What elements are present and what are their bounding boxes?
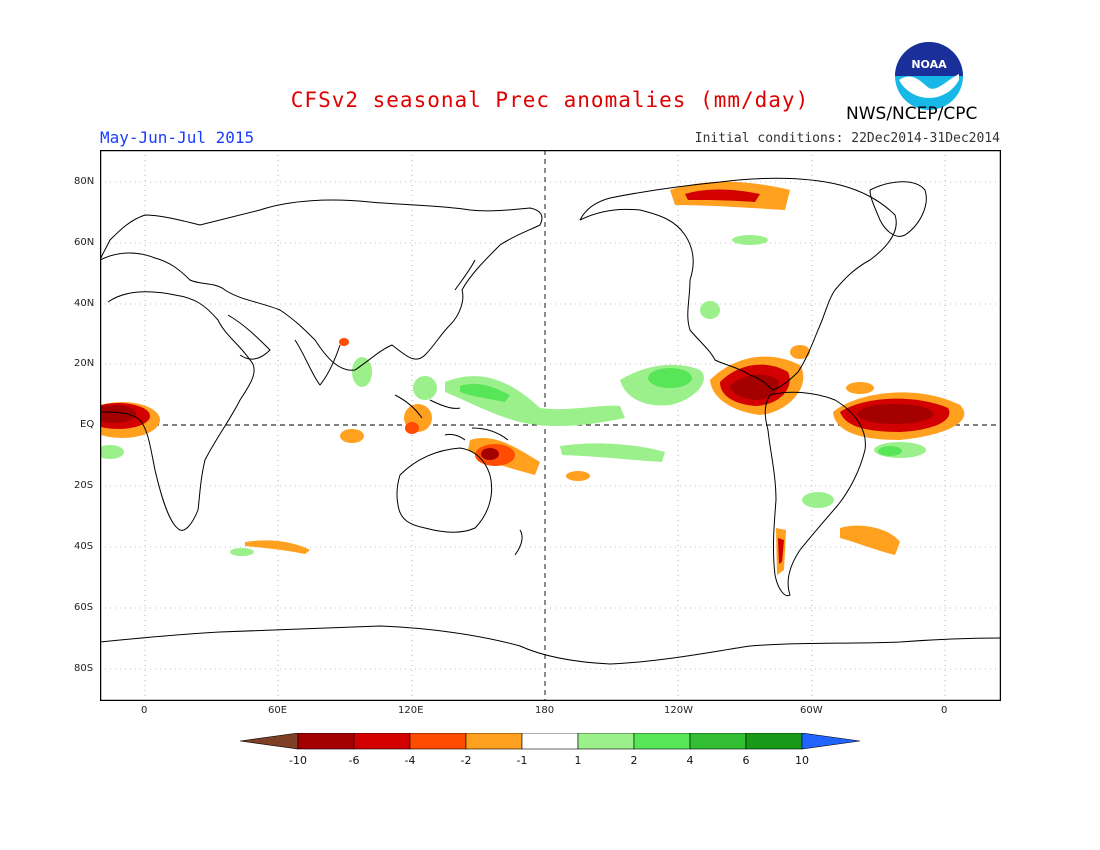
colorbar-swatch [577,733,635,750]
anomaly-shading [100,181,965,575]
colorbar-swatch [297,733,355,750]
chart-title: CFSv2 seasonal Prec anomalies (mm/day) [290,88,810,112]
colorbar-label: 1 [575,754,582,767]
lat-label: 80S [74,663,94,674]
organization-label: NWS/NCEP/CPC [846,104,978,124]
colorbar-label: 2 [631,754,638,767]
map-frame [100,150,1001,701]
lat-label: 20S [74,480,94,491]
lon-label: 120E [398,705,424,716]
lon-label: 180 [535,705,555,716]
colorbar-label: 4 [687,754,694,767]
colorbar-label: -2 [461,754,472,767]
lon-label: 0 [941,705,948,716]
colorbar-label: 10 [795,754,809,767]
lon-label: 120W [664,705,693,716]
noaa-logo: NOAA [893,40,965,116]
period-label: May-Jun-Jul 2015 [100,128,255,147]
lat-label: 40N [74,298,95,309]
lat-label: 40S [74,541,94,552]
lat-label: 60N [74,237,95,248]
colorbar-swatch [465,733,523,750]
colorbar-swatch [801,733,861,750]
initial-conditions-label: Initial conditions: 22Dec2014-31Dec2014 [694,131,1000,146]
colorbar-label: -1 [517,754,528,767]
colorbar-swatch [521,733,579,750]
colorbar-label: -6 [349,754,360,767]
colorbar-label: -4 [405,754,416,767]
lon-label: 0 [141,705,148,716]
lat-label: 60S [74,602,94,613]
precip-anomaly-map [100,150,1001,701]
svg-text:NOAA: NOAA [911,58,947,71]
colorbar-swatch [353,733,411,750]
lon-label: 60W [800,705,823,716]
lat-label: 20N [74,358,95,369]
colorbar: -10 -6 -4 -2 -1 1 2 4 6 10 [240,733,861,767]
lat-label: EQ [80,419,95,430]
lon-label: 60E [268,705,288,716]
colorbar-label: -10 [289,754,307,767]
colorbar-label: 6 [743,754,750,767]
colorbar-swatch [745,733,803,750]
coastlines [100,177,1001,665]
colorbar-swatch [633,733,691,750]
colorbar-swatch [689,733,747,750]
colorbar-swatch [240,733,299,750]
colorbar-swatch [409,733,467,750]
lat-label: 80N [74,176,95,187]
